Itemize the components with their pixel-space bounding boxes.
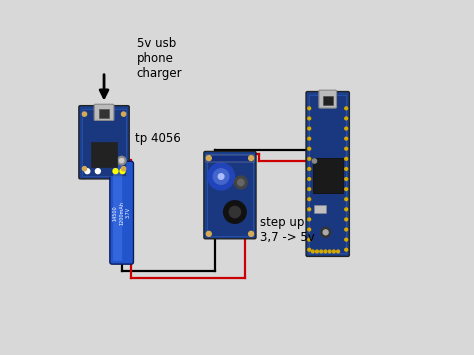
Circle shape — [308, 107, 310, 110]
Circle shape — [206, 155, 211, 160]
Circle shape — [82, 166, 87, 171]
Circle shape — [120, 169, 125, 174]
Circle shape — [118, 156, 126, 165]
Text: step up
3,7 -> 5v: step up 3,7 -> 5v — [260, 216, 315, 244]
Circle shape — [237, 179, 244, 186]
Bar — [99, 109, 109, 118]
Circle shape — [332, 250, 335, 253]
Circle shape — [208, 163, 235, 190]
Circle shape — [229, 206, 240, 218]
Circle shape — [312, 159, 317, 163]
Circle shape — [308, 127, 310, 130]
Circle shape — [311, 250, 314, 253]
Bar — [309, 95, 346, 253]
Circle shape — [308, 178, 310, 180]
Circle shape — [321, 227, 330, 237]
Circle shape — [323, 230, 328, 235]
Circle shape — [345, 137, 347, 140]
Circle shape — [308, 117, 310, 120]
Circle shape — [213, 169, 229, 184]
Circle shape — [308, 168, 310, 170]
Circle shape — [308, 198, 310, 201]
Circle shape — [121, 166, 126, 171]
Circle shape — [218, 174, 224, 179]
Circle shape — [345, 117, 347, 120]
Circle shape — [308, 238, 310, 241]
FancyBboxPatch shape — [113, 164, 122, 261]
Circle shape — [235, 176, 247, 189]
Circle shape — [308, 228, 310, 231]
FancyBboxPatch shape — [204, 152, 256, 239]
Text: 5v usb
phone
charger: 5v usb phone charger — [137, 37, 182, 80]
Circle shape — [345, 248, 347, 251]
Circle shape — [308, 208, 310, 211]
Circle shape — [85, 169, 90, 174]
Circle shape — [206, 231, 211, 236]
Circle shape — [308, 188, 310, 191]
Circle shape — [328, 250, 331, 253]
Bar — [91, 142, 117, 167]
Bar — [314, 205, 326, 213]
Circle shape — [345, 188, 347, 191]
Circle shape — [345, 147, 347, 150]
Circle shape — [337, 250, 339, 253]
Circle shape — [345, 157, 347, 160]
Text: 14500
1200mAh
3.7V: 14500 1200mAh 3.7V — [112, 201, 131, 225]
Circle shape — [345, 208, 347, 211]
Circle shape — [121, 112, 126, 116]
Circle shape — [320, 250, 323, 253]
Circle shape — [308, 157, 310, 160]
Bar — [323, 97, 333, 105]
Circle shape — [308, 218, 310, 221]
Bar — [82, 109, 126, 176]
Circle shape — [345, 198, 347, 201]
Circle shape — [345, 127, 347, 130]
Circle shape — [316, 250, 319, 253]
Text: tp 4056: tp 4056 — [135, 132, 181, 145]
Bar — [206, 155, 254, 162]
Circle shape — [324, 250, 327, 253]
Circle shape — [308, 137, 310, 140]
Circle shape — [224, 201, 246, 223]
Bar — [313, 158, 343, 193]
FancyBboxPatch shape — [319, 90, 337, 108]
Circle shape — [82, 112, 87, 116]
FancyBboxPatch shape — [306, 92, 349, 256]
Circle shape — [345, 178, 347, 180]
Circle shape — [345, 238, 347, 241]
Circle shape — [95, 169, 100, 174]
Bar — [207, 155, 253, 236]
Circle shape — [345, 218, 347, 221]
Circle shape — [308, 147, 310, 150]
Circle shape — [345, 228, 347, 231]
FancyBboxPatch shape — [110, 161, 134, 264]
Circle shape — [308, 248, 310, 251]
Circle shape — [345, 107, 347, 110]
Circle shape — [113, 169, 118, 174]
Circle shape — [119, 158, 124, 163]
Circle shape — [249, 155, 254, 160]
FancyBboxPatch shape — [79, 106, 129, 179]
Circle shape — [345, 168, 347, 170]
Circle shape — [249, 231, 254, 236]
FancyBboxPatch shape — [94, 104, 114, 120]
